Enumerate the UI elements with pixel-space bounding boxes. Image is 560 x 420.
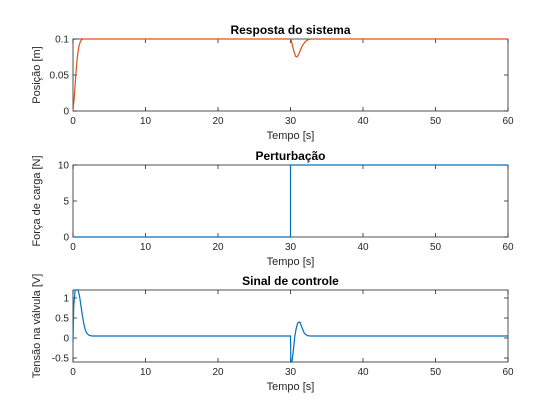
panel-resposta-do-sistema: Resposta do sistema Tempo [s] Posição [m… [31,23,514,142]
y-tick-label: 10 [58,161,70,172]
x-tick-label: 40 [357,116,369,127]
x-tick-label: 40 [357,367,369,378]
y-tick-label: 0 [63,107,69,118]
y-tick-label: 0 [63,233,69,244]
y-tick-label: 0 [63,334,69,345]
x-tick-label: 20 [212,242,224,253]
y-axis-label: Posição [m] [31,46,43,103]
x-tick-label: 0 [70,116,76,127]
x-tick-label: 0 [70,242,76,253]
x-tick-label: 60 [502,367,514,378]
x-axis-label: Tempo [s] [267,256,315,268]
y-tick-label: -0.5 [52,354,70,365]
x-axis-label: Tempo [s] [267,130,315,142]
y-axis-label: Força de carga [N] [31,155,43,246]
x-tick-label: 50 [430,116,442,127]
y-tick-label: 1 [63,294,69,305]
x-tick-label: 60 [502,242,514,253]
x-tick-label: 50 [430,242,442,253]
x-tick-label: 10 [140,116,152,127]
axes-frame [73,39,508,111]
x-tick-label: 60 [502,116,514,127]
x-tick-label: 10 [140,242,152,253]
x-tick-label: 30 [285,242,297,253]
x-tick-label: 30 [285,367,297,378]
x-tick-label: 30 [285,116,297,127]
chart-title: Resposta do sistema [230,23,350,37]
x-tick-label: 50 [430,367,442,378]
y-tick-label: 5 [63,197,69,208]
x-tick-label: 20 [212,367,224,378]
chart-title: Sinal de controle [242,274,339,288]
y-tick-label: 0.5 [55,314,69,325]
panel-sinal-de-controle: Sinal de controle Tempo [s] Tensão na vá… [31,274,514,393]
x-tick-label: 0 [70,367,76,378]
x-axis-label: Tempo [s] [267,381,315,393]
x-tick-label: 20 [212,116,224,127]
panel-perturbacao: Perturbação Tempo [s] Força de carga [N]… [31,149,514,268]
x-tick-label: 10 [140,367,152,378]
chart-title: Perturbação [255,149,325,163]
x-tick-label: 40 [357,242,369,253]
y-axis-label: Tensão na válvula [V] [31,274,43,379]
y-tick-label: 0.05 [50,71,70,82]
y-tick-label: 0.1 [55,35,69,46]
